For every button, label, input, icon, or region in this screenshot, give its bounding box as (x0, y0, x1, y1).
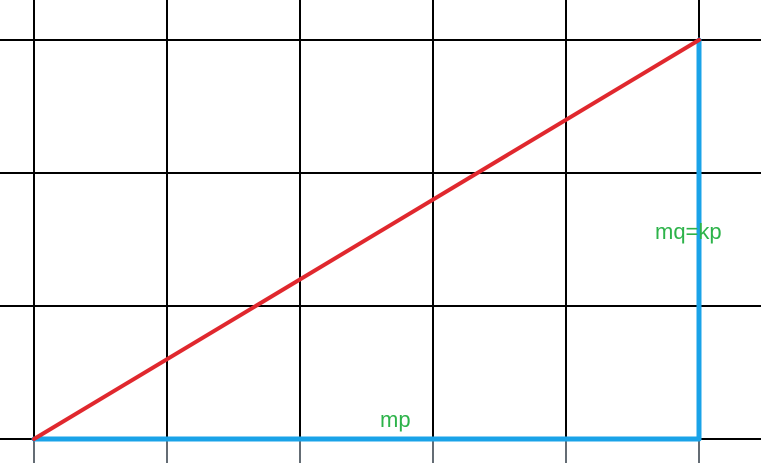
bottom-ticks (33, 441, 700, 463)
height-label: mq=kp (655, 219, 722, 244)
hypotenuse (32, 38, 701, 441)
base-label: mp (380, 407, 411, 432)
